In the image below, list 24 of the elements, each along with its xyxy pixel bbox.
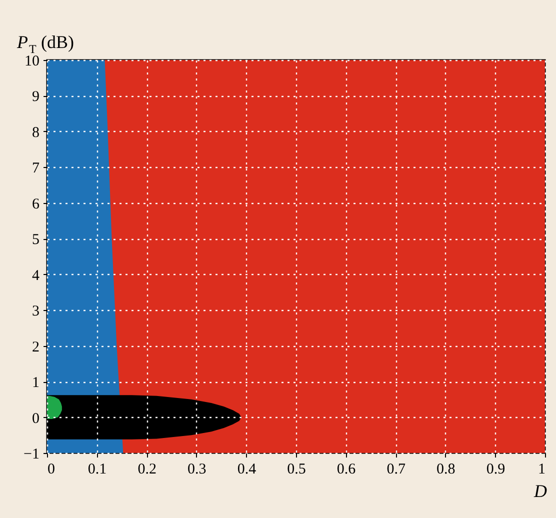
x-tick-label: 0 [48,462,55,478]
y-tick-label: 2 [32,339,40,356]
y-tick-label: 9 [32,89,40,106]
y-tick-label: 7 [32,160,40,177]
x-tick-label: 0.3 [188,462,206,478]
x-tick-label: 0.7 [386,462,406,478]
y-tick-label: 10 [24,54,40,70]
x-tick-label: 0.4 [237,462,257,478]
x-tick-label: 1 [538,462,546,478]
y-tick-label: 0 [32,410,40,427]
x-axis-title: D [533,481,547,501]
y-tick-label: 4 [32,268,40,284]
y-tick-label: 5 [32,232,40,248]
x-tick-label: 0.9 [486,462,506,478]
x-tick-label: 0.8 [436,462,456,478]
x-tick-label: 0.6 [336,462,356,478]
y-tick-label: −1 [24,446,40,462]
y-tick-label: 6 [32,196,40,212]
x-tick-label: 0.2 [138,462,156,478]
y-tick-label: 8 [32,124,40,141]
y-tick-label: 1 [32,375,40,392]
y-tick-label: 3 [32,304,40,320]
x-tick-label: 0.1 [88,462,107,478]
x-tick-label: 0.5 [287,462,306,478]
